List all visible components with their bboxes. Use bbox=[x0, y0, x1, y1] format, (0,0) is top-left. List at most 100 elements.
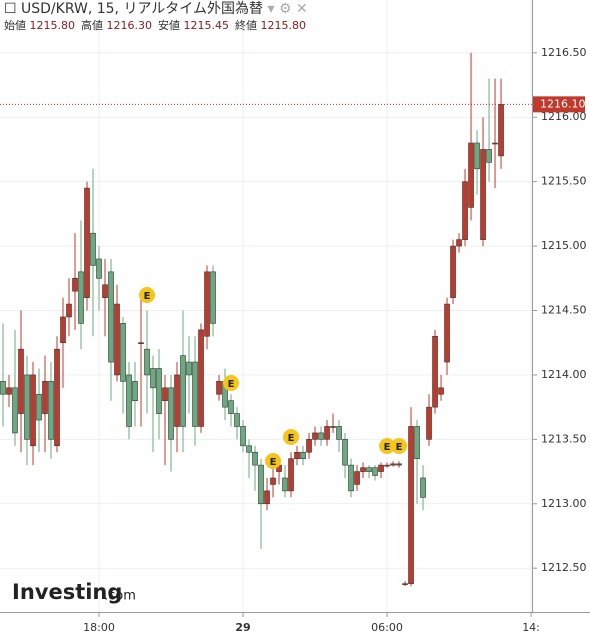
ohlc-value: 1216.30 bbox=[106, 19, 153, 32]
x-tick-label: 06:00 bbox=[371, 621, 403, 634]
candle-body bbox=[300, 451, 306, 459]
watermark-brand: Investing bbox=[12, 580, 122, 604]
candle-body bbox=[60, 316, 66, 344]
ohlc-summary: 始値 1215.80 高値 1216.30 安値 1215.45 終値 1215.80 bbox=[4, 18, 312, 34]
candle-body bbox=[246, 445, 252, 453]
candle-body bbox=[132, 381, 138, 401]
candle-body bbox=[96, 258, 102, 279]
candle-body bbox=[78, 271, 84, 324]
candle-body bbox=[84, 187, 90, 298]
event-label: E bbox=[228, 379, 235, 390]
candle-body bbox=[156, 368, 162, 414]
candle-body bbox=[408, 426, 414, 584]
candle-body bbox=[462, 181, 468, 240]
candle-body bbox=[360, 467, 366, 472]
candle-body bbox=[66, 303, 72, 318]
candle-body bbox=[396, 463, 402, 466]
chart-title: ☐ USD/KRW, 15, リアルタイム外国為替 ▾ ⚙ ✕ bbox=[4, 1, 308, 17]
candle-body bbox=[192, 361, 198, 427]
candle-body bbox=[486, 149, 492, 163]
candle-body bbox=[288, 458, 294, 492]
candle-body bbox=[438, 387, 444, 395]
candle-body bbox=[420, 477, 426, 498]
candle-body bbox=[210, 271, 216, 324]
event-marker bbox=[265, 453, 282, 469]
event-marker bbox=[139, 287, 156, 303]
event-label: E bbox=[396, 442, 403, 453]
y-tick-label: 1215.00 bbox=[541, 239, 587, 252]
candle-body bbox=[474, 142, 480, 170]
candle-body bbox=[168, 387, 174, 440]
candle-body bbox=[48, 381, 54, 440]
y-tick-label: 1213.50 bbox=[541, 432, 587, 445]
candle-body bbox=[24, 374, 30, 440]
event-label: E bbox=[144, 291, 151, 302]
candle-body bbox=[258, 464, 264, 505]
title-text: USD/KRW, 15, リアルタイム外国為替 bbox=[21, 1, 264, 17]
event-marker bbox=[391, 438, 408, 454]
candle-body bbox=[312, 432, 318, 440]
candle-body bbox=[402, 583, 408, 585]
candle-body bbox=[18, 348, 24, 414]
event-marker bbox=[379, 438, 396, 454]
candle-body bbox=[450, 245, 456, 298]
candle-body bbox=[282, 477, 288, 492]
candle-body bbox=[138, 342, 144, 345]
ohlc-label: 始値 bbox=[4, 19, 26, 32]
candle-body bbox=[42, 381, 48, 414]
candle-body bbox=[228, 400, 234, 414]
candle-body bbox=[378, 464, 384, 472]
ohlc-value: 1215.80 bbox=[260, 19, 307, 32]
candle-body bbox=[354, 471, 360, 485]
candle-body bbox=[36, 393, 42, 421]
candle-body bbox=[390, 463, 396, 466]
candle-body bbox=[366, 467, 372, 472]
event-label: E bbox=[270, 457, 277, 468]
candle-body bbox=[330, 426, 336, 428]
candle-body bbox=[324, 426, 330, 440]
candle-body bbox=[12, 387, 18, 434]
candle-body bbox=[342, 439, 348, 466]
y-tick-label: 1212.50 bbox=[541, 561, 587, 574]
y-tick-label: 1214.50 bbox=[541, 304, 587, 317]
candle-body bbox=[270, 477, 276, 485]
candle-body bbox=[120, 323, 126, 382]
x-tick-label: 29 bbox=[235, 621, 250, 634]
event-label: E bbox=[384, 442, 391, 453]
event-marker bbox=[223, 375, 240, 391]
candle-body bbox=[348, 464, 354, 492]
candle-body bbox=[30, 374, 36, 447]
ohlc-label: 安値 bbox=[158, 19, 180, 32]
x-tick-label: 14: bbox=[522, 621, 540, 634]
ohlc-value: 1215.80 bbox=[29, 19, 76, 32]
candle-body bbox=[6, 387, 12, 395]
candle-body bbox=[0, 381, 6, 395]
candle-body bbox=[306, 439, 312, 453]
y-tick-label: 1214.00 bbox=[541, 368, 587, 381]
candle-body bbox=[198, 329, 204, 427]
candle-body bbox=[318, 432, 324, 440]
candle-body bbox=[216, 381, 222, 395]
y-tick-label: 1216.50 bbox=[541, 46, 587, 59]
candle-body bbox=[162, 387, 168, 401]
candle-body bbox=[294, 451, 300, 459]
candle-body bbox=[150, 368, 156, 389]
candle-body bbox=[204, 271, 210, 337]
last-price-box bbox=[533, 96, 585, 113]
candle-body bbox=[480, 149, 486, 240]
y-tick-label: 1215.50 bbox=[541, 175, 587, 188]
event-label: E bbox=[288, 433, 295, 444]
candle-body bbox=[264, 490, 270, 505]
last-price-label: 1216.10 bbox=[540, 97, 586, 110]
watermark: Investing .com bbox=[12, 580, 136, 604]
ohlc-label: 終値 bbox=[235, 19, 257, 32]
x-tick-label: 18:00 bbox=[83, 621, 115, 634]
candle-body bbox=[180, 355, 186, 427]
ohlc-label: 高値 bbox=[81, 19, 103, 32]
candle-body bbox=[468, 142, 474, 208]
y-tick-label: 1216.00 bbox=[541, 110, 587, 123]
y-axis-line bbox=[532, 0, 533, 612]
candle-body bbox=[492, 142, 498, 145]
ohlc-value: 1215.45 bbox=[183, 19, 230, 32]
